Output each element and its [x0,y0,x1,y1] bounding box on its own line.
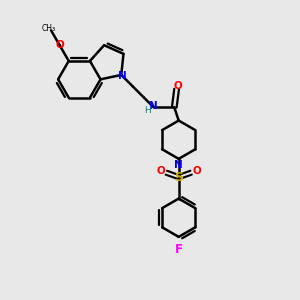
Text: CH₃: CH₃ [42,24,56,33]
Text: F: F [175,243,183,256]
Text: O: O [55,40,64,50]
Text: O: O [174,80,182,91]
Text: S: S [174,171,183,184]
Text: H: H [144,106,151,115]
Text: N: N [149,101,158,111]
Text: O: O [193,166,201,176]
Text: N: N [174,160,183,170]
Text: N: N [118,71,127,81]
Text: O: O [156,166,165,176]
